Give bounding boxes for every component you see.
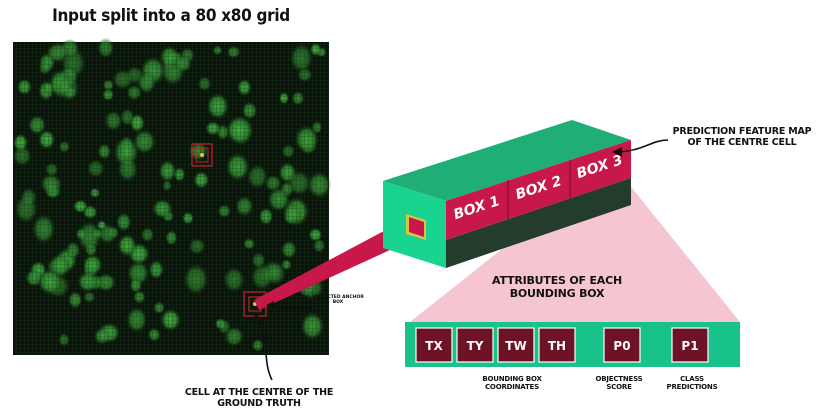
attr-cell-tw <box>497 327 535 363</box>
attr-cell-p1 <box>671 327 709 363</box>
projection-beam <box>254 214 425 310</box>
predicted-anchor-box-label: PREDICTED ANCHOR BOX <box>312 295 364 305</box>
attr-cell-label-tx: TX <box>425 339 443 353</box>
input-grid-image <box>12 37 332 355</box>
prediction-feature-map-label: PREDICTION FEATURE MAP OF THE CENTRE CEL… <box>672 126 812 148</box>
attribute-funnel <box>410 183 740 322</box>
attributes-label: ATTRIBUTES OF EACH BOUNDING BOX <box>492 274 622 300</box>
attr-cell-label-tw: TW <box>505 339 526 353</box>
attr-cell-ty <box>456 327 494 363</box>
arrow-feature-map <box>612 139 669 157</box>
attributes-bar: TX TY TW TH P0 P1 <box>405 322 740 367</box>
attr-cell-p0 <box>603 327 641 363</box>
attr-cell-label-ty: TY <box>467 339 484 353</box>
attr-cell-label-p1: P1 <box>681 339 698 353</box>
group-label-class: CLASS PREDICTIONS <box>666 375 718 391</box>
group-label-objectness: OBJECTNESS SCORE <box>595 375 643 391</box>
arrow-anchor-box <box>266 301 319 310</box>
attr-cell-th <box>538 327 576 363</box>
cell-at-centre-label: CELL AT THE CENTRE OF THE GROUND TRUTH <box>184 387 334 409</box>
attr-cell-label-p0: P0 <box>613 339 630 353</box>
arrow-centre-cell <box>252 313 273 381</box>
diagram-title: Input split into a 80 x80 grid <box>52 6 290 26</box>
attr-cell-label-th: TH <box>548 339 566 353</box>
ground-truth-marker-top <box>191 143 213 167</box>
attr-cell-tx <box>415 327 453 363</box>
group-label-coordinates: BOUNDING BOX COORDINATES <box>482 375 542 391</box>
